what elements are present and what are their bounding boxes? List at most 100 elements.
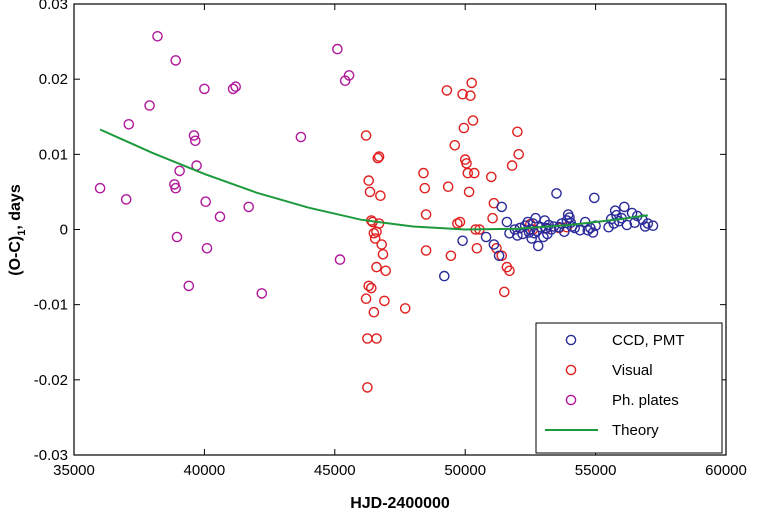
data-point [380, 265, 392, 277]
data-point [375, 190, 386, 201]
data-point [399, 303, 411, 314]
data-point [647, 220, 659, 231]
data-point [369, 233, 381, 244]
y-tick-label: 0.02 [39, 71, 68, 88]
legend-circle-marker [565, 394, 577, 406]
data-point [574, 224, 586, 236]
data-point [496, 201, 508, 213]
data-point [454, 216, 466, 228]
data-point [498, 286, 510, 298]
data-point [512, 230, 523, 241]
data-point [526, 233, 538, 244]
data-point [365, 282, 377, 294]
data-point [364, 186, 376, 198]
data-point [506, 160, 518, 171]
x-tick-label: 45000 [314, 462, 356, 479]
data-point [372, 152, 384, 164]
data-point [513, 148, 525, 160]
y-tick-label: -0.02 [34, 372, 68, 389]
x-axis-label: HJD-2400000 [350, 495, 450, 512]
data-point [419, 182, 431, 194]
data-point [152, 30, 163, 42]
data-point [201, 242, 213, 254]
data-point [123, 119, 135, 130]
y-tick-label: 0.03 [39, 0, 68, 13]
data-point [512, 126, 523, 138]
data-point [170, 182, 181, 194]
legend-circle-marker [565, 334, 577, 346]
data-point [376, 239, 388, 250]
data-point [582, 224, 594, 236]
data-point [642, 218, 654, 229]
y-tick-label: 0 [60, 222, 68, 239]
axis-tick-labels: 35000 40000 45000 50000 55000 60000 -0.03 -0.02… [34, 0, 747, 479]
data-point [551, 188, 562, 199]
data-point [256, 288, 268, 299]
data-point [200, 196, 211, 207]
data-point [199, 83, 210, 95]
data-point [368, 306, 380, 318]
data-point [504, 265, 515, 277]
data-point [188, 130, 200, 141]
data-point [532, 240, 544, 252]
data-point [368, 227, 380, 239]
data-point [466, 77, 478, 89]
legend-label: Ph. plates [612, 392, 679, 409]
data-point [485, 171, 497, 183]
data-point [445, 250, 457, 262]
axis-ticks [73, 3, 727, 456]
data-point [171, 231, 183, 243]
data-point [343, 70, 355, 81]
data-point [467, 115, 479, 126]
legend-box [535, 322, 723, 454]
data-point [363, 175, 375, 186]
data-point [214, 211, 226, 222]
data-point [529, 227, 540, 239]
legend-label: CCD, PMT [612, 332, 685, 349]
y-tick-label: -0.01 [34, 297, 68, 314]
data-point [420, 245, 432, 256]
data-point [546, 224, 557, 235]
data-point [619, 201, 630, 213]
x-tick-label: 60000 [705, 462, 747, 479]
data-point [243, 201, 254, 213]
data-point [418, 167, 429, 179]
data-point [170, 55, 181, 66]
data-point [449, 139, 461, 151]
x-tick-label: 50000 [444, 462, 486, 479]
data-point [487, 212, 498, 224]
data-point [362, 382, 373, 393]
data-point [120, 194, 132, 205]
y-axis-label-subscript: 1 [16, 230, 28, 236]
data-point [377, 248, 389, 260]
data-point [589, 192, 600, 204]
data-point [94, 182, 106, 194]
y-axis-label-tail: , days [7, 184, 24, 229]
data-point [379, 295, 390, 307]
data-point [639, 221, 651, 232]
data-point [295, 131, 307, 143]
data-point [183, 280, 195, 292]
legend-circle-marker [565, 364, 577, 376]
data-point [360, 293, 372, 305]
data-point [462, 167, 474, 179]
y-axis-label-main: (O-C) [7, 236, 24, 276]
data-point [471, 242, 483, 254]
data-point [371, 261, 382, 273]
data-point [540, 222, 552, 234]
data-point [144, 100, 155, 111]
data-point [360, 130, 372, 141]
data-point [493, 250, 505, 262]
data-point [332, 43, 343, 55]
data-point [465, 90, 476, 101]
data-point [189, 135, 201, 147]
legend: CCD, PMT Visual Ph. plates Theory [535, 322, 723, 454]
data-point [488, 239, 500, 250]
theory-curve [99, 128, 648, 231]
y-axis-label: (O-C)1, days [7, 184, 28, 276]
data-point [587, 227, 599, 238]
legend-label: Theory [612, 422, 659, 439]
plot-marks [94, 30, 659, 393]
data-point [609, 205, 621, 216]
